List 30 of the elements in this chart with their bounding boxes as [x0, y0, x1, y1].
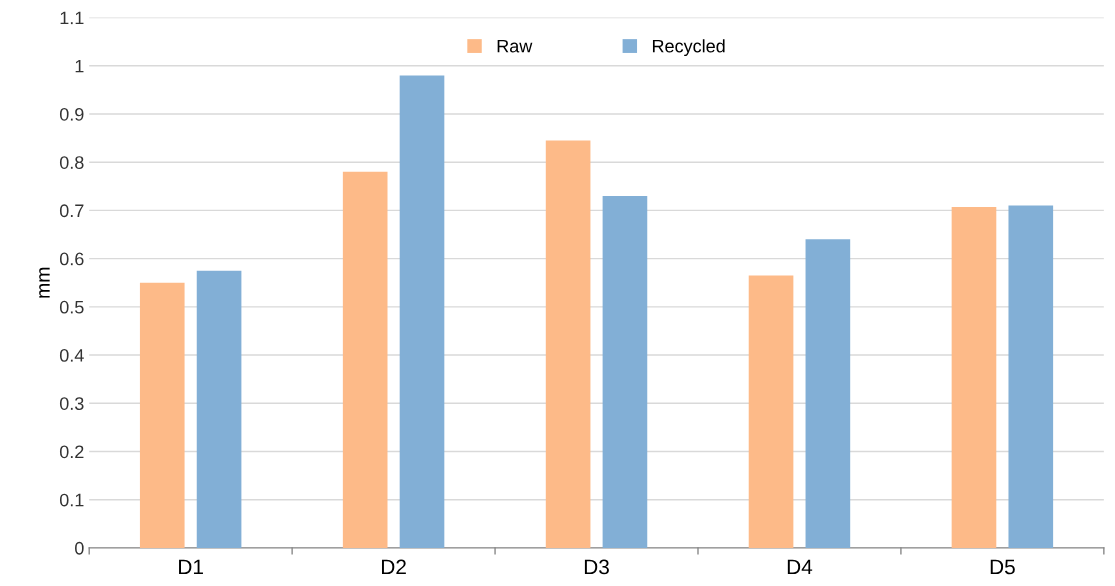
y-tick-label: 0.3 [59, 397, 84, 410]
y-tick-label: 1 [75, 59, 84, 73]
y-tick-label: 1.1 [60, 11, 84, 25]
bar [139, 282, 185, 548]
legend-label: Raw [497, 39, 533, 53]
y-tick-label: 0.1 [59, 493, 84, 507]
x-tick-label: D4 [787, 559, 813, 575]
y-tick-label: 0.9 [59, 107, 84, 121]
x-tick-label: D1 [179, 559, 203, 575]
bar [342, 171, 388, 548]
y-tick-label: 0.8 [59, 156, 84, 169]
y-tick-label: 0 [75, 541, 84, 555]
y-tick-label: 0.6 [59, 252, 84, 266]
y-tick-label: 0.7 [59, 204, 84, 218]
bar [602, 195, 648, 548]
bar [951, 207, 997, 548]
bar [1008, 205, 1054, 548]
x-tick-label: D5 [990, 559, 1015, 575]
bar [545, 140, 591, 548]
legend-label: Recycled [652, 39, 725, 57]
bar [399, 75, 445, 548]
x-tick-label: D2 [381, 559, 406, 575]
bar [196, 270, 242, 548]
bar [805, 239, 851, 548]
y-tick-label: 0.5 [59, 300, 84, 314]
y-tick-label: 0.2 [59, 445, 84, 459]
y-tick-label: 0.4 [59, 349, 84, 362]
x-tick-label: D3 [584, 559, 609, 575]
bar [748, 275, 794, 548]
y-axis-title: mm [39, 267, 50, 298]
